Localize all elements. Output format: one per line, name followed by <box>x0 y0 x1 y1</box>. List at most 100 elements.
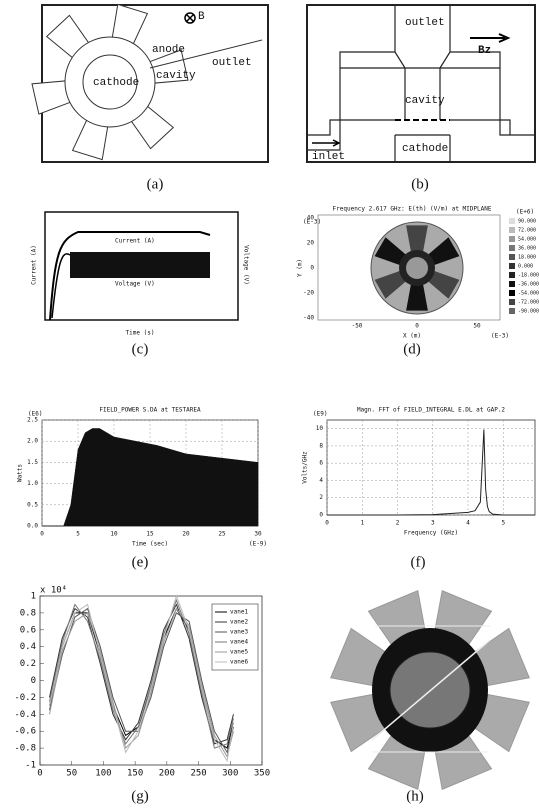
x-tick-label: 350 <box>254 769 270 779</box>
y-tick-label: 0 <box>31 676 36 686</box>
x-axis-label: X (m) <box>403 333 421 340</box>
x-tick-label: 20 <box>182 531 190 538</box>
curve-label: Voltage (V) <box>115 281 155 288</box>
vane-field <box>428 271 460 299</box>
x-tick-label: 150 <box>127 769 143 779</box>
legend-swatch <box>509 308 515 314</box>
x-tick-label: 3 <box>431 520 435 527</box>
vane-field <box>428 237 460 265</box>
x-tick-label: 200 <box>159 769 175 779</box>
legend-label: 54.000 <box>518 237 536 243</box>
cathode-label: cathode <box>402 143 448 155</box>
y-tick-label: 2 <box>319 494 323 501</box>
x-axis-label: Time (s) <box>126 330 155 337</box>
y-tick-label: -40 <box>303 315 314 322</box>
legend-swatch <box>509 227 515 233</box>
diagonal <box>371 639 491 741</box>
caption: (g) <box>131 788 149 804</box>
legend-label: 0.000 <box>518 264 533 270</box>
particle-plot <box>330 590 530 790</box>
vane-field <box>406 225 428 252</box>
x-tick-label: 100 <box>95 769 111 779</box>
y-tick-label: 20 <box>307 240 315 247</box>
cathode-label: cathode <box>93 77 139 89</box>
curve-label: Current (A) <box>115 238 155 245</box>
line <box>49 607 234 749</box>
anode-label: anode <box>152 44 185 56</box>
y-unit: (E9) <box>313 411 327 418</box>
y-axis-label: Current (A) <box>31 245 38 285</box>
vane-field <box>374 271 406 299</box>
plot-frame <box>317 214 501 321</box>
y-axis-label: Y (m) <box>297 259 304 277</box>
bz-label: Bz <box>478 45 491 57</box>
legend-box <box>211 603 259 671</box>
x-tick-label: 300 <box>222 769 238 779</box>
y-tick-label: 40 <box>307 215 315 222</box>
legend-label: vane5 <box>230 649 248 656</box>
inlet-arrow <box>312 139 341 147</box>
legend-swatch <box>509 245 515 251</box>
legend-label: vane4 <box>230 639 248 646</box>
legend-swatch <box>509 263 515 269</box>
x-tick-label: 0 <box>40 531 44 538</box>
x-tick-label: 15 <box>146 531 154 538</box>
legend-label: -72.000 <box>518 300 539 306</box>
b-field-cross <box>185 13 195 23</box>
cavity-label: cavity <box>156 70 196 82</box>
y-tick-label: -0.6 <box>14 727 36 737</box>
y-tick-label: 8 <box>319 442 323 449</box>
y-tick-label: 0.5 <box>27 501 38 508</box>
vane-field <box>406 284 428 311</box>
legend-unit: (E+6) <box>516 209 534 216</box>
cathode-field <box>406 257 428 279</box>
legend-swatch <box>509 272 515 278</box>
legend-label: 90.000 <box>518 219 536 225</box>
y-unit: x 10⁴ <box>40 586 67 596</box>
x-tick-label: 250 <box>190 769 206 779</box>
b-field-symbol <box>184 12 196 24</box>
y-tick-label: 2.5 <box>27 417 38 424</box>
cathode-ring <box>82 54 138 110</box>
x-tick-label: 5 <box>501 520 505 527</box>
x-tick-label: 50 <box>66 769 77 779</box>
x-tick-label: 30 <box>254 531 262 538</box>
y-tick-label: 1.5 <box>27 459 38 466</box>
x-tick-label: 50 <box>473 323 481 330</box>
legend-swatch <box>509 290 515 296</box>
bz-arrow <box>470 33 511 43</box>
caption: (b) <box>411 176 429 192</box>
x-tick-label: -50 <box>352 323 363 330</box>
b-label: B <box>198 11 205 23</box>
y-tick-label: 1.0 <box>27 480 38 487</box>
y-axis-label: Watts <box>17 464 24 482</box>
legend-label: -90.000 <box>518 309 539 315</box>
y-tick-label: 0.8 <box>20 608 36 618</box>
voltage-oscillation <box>70 252 210 278</box>
y2-axis-label: Voltage (V) <box>243 245 250 285</box>
caption: (a) <box>147 176 164 192</box>
field-map <box>370 221 464 315</box>
legend-swatch <box>509 281 515 287</box>
x-axis-label: Frequency (GHz) <box>404 530 458 537</box>
x-axis-label: Time (sec) <box>132 541 168 548</box>
magnetron-sketch <box>31 3 189 161</box>
x-tick-label: 25 <box>218 531 226 538</box>
panel-c-frame <box>44 211 239 321</box>
legend-label: -54.000 <box>518 291 539 297</box>
legend-label: -36.000 <box>518 282 539 288</box>
caption: (d) <box>403 341 421 357</box>
legend-swatch <box>509 254 515 260</box>
voltage-rise <box>51 253 71 319</box>
y-tick-label: -0.4 <box>14 710 36 720</box>
legend-label: 18.000 <box>518 255 536 261</box>
legend-swatch <box>509 218 515 224</box>
outlet-line <box>149 39 263 69</box>
y-tick-label: -0.2 <box>14 693 36 703</box>
legend-label: vane3 <box>230 629 248 636</box>
y-tick-label: 0.2 <box>20 659 36 669</box>
y-tick-label: 0 <box>310 265 314 272</box>
outlet-label: outlet <box>212 57 252 69</box>
caption: (f) <box>411 554 426 570</box>
x-tick-label: 10 <box>110 531 118 538</box>
